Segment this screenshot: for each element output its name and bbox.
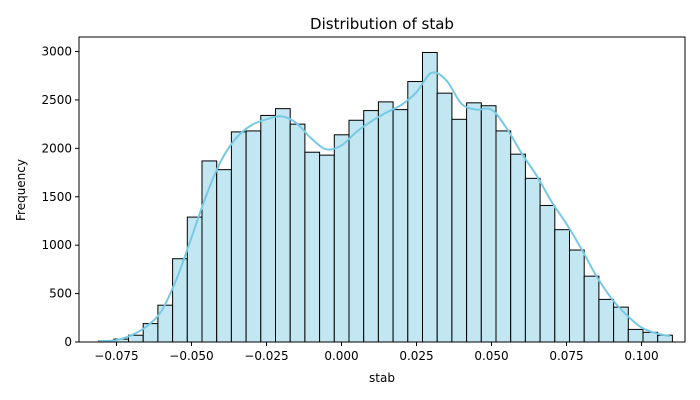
x-axis-label: stab (369, 371, 395, 385)
y-tick-label: 0 (64, 335, 72, 349)
histogram-bar (186, 216, 203, 343)
x-axis: −0.075 −0.050 −0.025 0.000 0.025 0.050 0.075 0.… (94, 342, 659, 363)
plot-frame (78, 36, 686, 343)
y-tick-label: 1500 (41, 190, 72, 204)
histogram-bar (157, 304, 174, 343)
y-tick-label: 3000 (41, 45, 72, 59)
histogram-bar (377, 101, 394, 343)
y-axis: 0 500 1000 1500 2000 2500 3000 (41, 45, 79, 349)
histogram-bar (569, 249, 585, 343)
histogram-bar (348, 119, 365, 343)
y-axis-label: Frequency (14, 159, 28, 221)
histogram-bar (245, 130, 262, 343)
kde-curve (99, 71, 671, 343)
x-tick-label: 0.050 (474, 349, 508, 363)
y-tick-label: 2500 (41, 93, 72, 107)
x-tick-label: −0.025 (244, 349, 288, 363)
histogram-bar (480, 105, 497, 343)
histogram-bar (230, 131, 247, 343)
chart-title: Distribution of stab (310, 15, 454, 33)
histogram-bar (524, 177, 541, 343)
histogram-bar (216, 169, 232, 343)
x-tick-label: 0.100 (624, 349, 658, 363)
y-tick-label: 2000 (41, 141, 72, 155)
histogram-bar (451, 118, 468, 343)
x-tick-label: −0.075 (94, 349, 138, 363)
histogram-bar (598, 298, 615, 343)
y-tick-label: 500 (49, 287, 72, 301)
histogram-bar (333, 134, 350, 343)
histogram-bar (275, 108, 291, 343)
histogram-bar (627, 328, 644, 343)
histogram-bar (260, 114, 276, 343)
histogram-bar (319, 154, 335, 343)
histogram-bar (539, 204, 556, 343)
histogram-bar (422, 51, 438, 343)
histogram-bar (510, 153, 526, 343)
y-tick-label: 1000 (41, 238, 72, 252)
histogram-bar (407, 81, 423, 343)
histogram-bar (304, 151, 321, 343)
x-tick-label: 0.000 (324, 349, 358, 363)
histogram-bar (436, 92, 453, 343)
histogram-bar (466, 102, 482, 343)
histogram-bar (554, 229, 570, 343)
histogram-bar (495, 130, 512, 343)
histogram-bar (392, 109, 409, 343)
histogram-bar (583, 275, 600, 343)
histogram-bar (613, 306, 629, 343)
histogram-bar (363, 110, 379, 343)
x-tick-label: 0.075 (549, 349, 583, 363)
x-tick-label: −0.050 (169, 349, 213, 363)
bars (98, 51, 673, 343)
x-tick-label: 0.025 (399, 349, 433, 363)
histogram-bar (289, 123, 306, 343)
